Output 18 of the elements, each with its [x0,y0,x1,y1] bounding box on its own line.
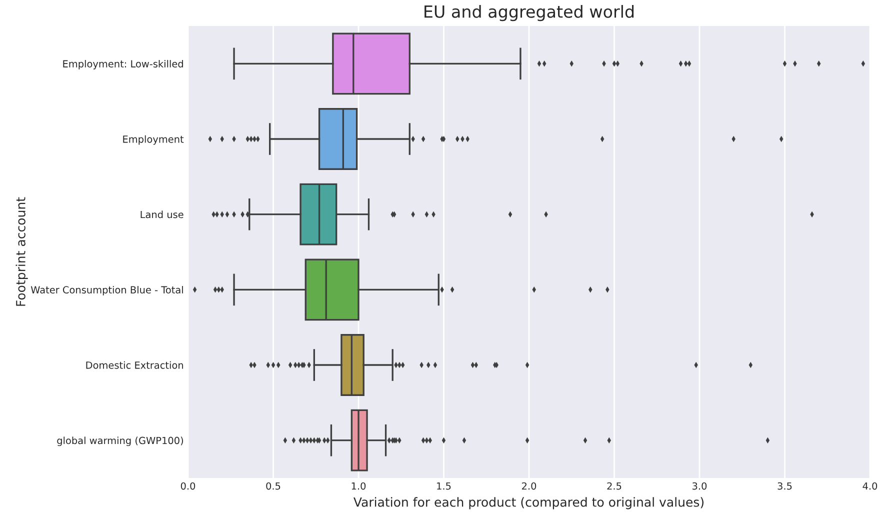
chart-title: EU and aggregated world [424,5,634,22]
x-tick-label: 0.5 [266,482,280,490]
y-axis-title: Footprint account [16,197,28,306]
y-tick-label: Water Consumption Blue - Total [30,286,183,296]
y-tick-label: global warming (GWP100) [57,436,183,446]
x-tick-label: 1.0 [352,482,366,490]
x-tick-label: 1.5 [437,482,451,490]
y-tick-label: Land use [140,210,184,218]
x-tick-label: 2.5 [607,482,622,490]
y-tick-label: Employment [123,135,184,145]
x-tick-label: 3.5 [778,482,792,490]
x-tick-label: 4.0 [862,482,878,490]
x-tick-label: 2.0 [522,482,536,490]
x-axis-title: Variation for each product (compared to original values) [354,497,704,510]
y-tick-label: Domestic Extraction [86,361,184,369]
y-tick-label: Employment: Low-skilled [63,60,183,70]
x-tick-label: 3.0 [692,482,707,490]
x-tick-label: 0.0 [180,482,196,490]
